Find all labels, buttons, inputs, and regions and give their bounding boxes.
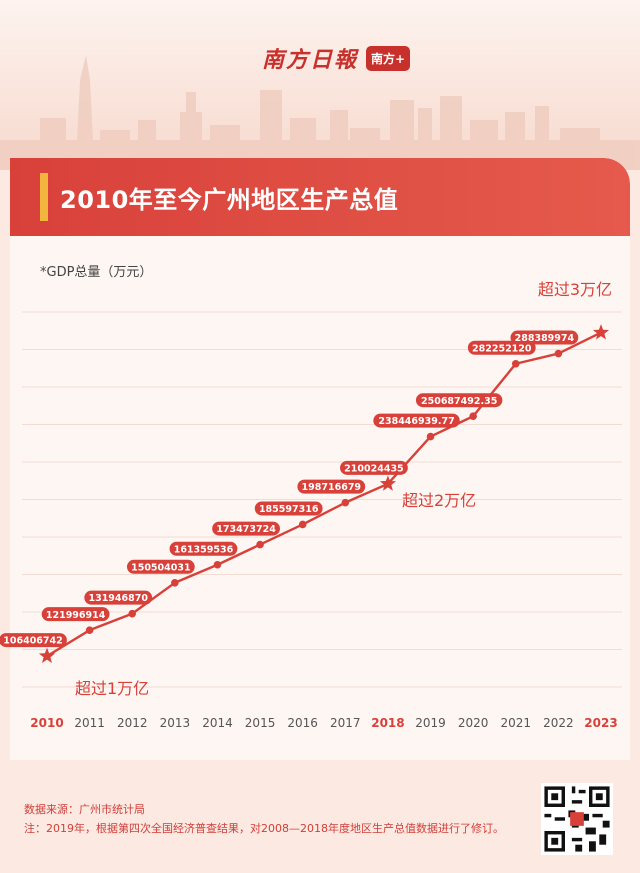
data-label: 150504031 xyxy=(126,559,195,574)
svg-text:173473724: 173473724 xyxy=(216,524,276,535)
svg-text:250687492.35: 250687492.35 xyxy=(421,396,497,407)
data-label: 238446939.77 xyxy=(373,413,460,428)
data-point xyxy=(128,609,137,618)
svg-text:150504031: 150504031 xyxy=(131,562,191,573)
x-tick-label: 2012 xyxy=(117,716,148,730)
data-point xyxy=(213,560,222,569)
data-point xyxy=(511,359,520,368)
svg-text:121996914: 121996914 xyxy=(46,610,106,621)
x-tick-label: 2023 xyxy=(584,716,617,730)
data-point xyxy=(256,540,264,549)
data-point xyxy=(85,626,94,634)
svg-text:106406742: 106406742 xyxy=(3,636,63,647)
svg-text:238446939.77: 238446939.77 xyxy=(378,416,454,427)
data-point xyxy=(171,578,179,587)
data-label: 121996914 xyxy=(41,607,110,622)
y-axis-label: *GDP总量（万元） xyxy=(40,265,152,280)
milestone-annotation: 超过2万亿 xyxy=(402,491,476,510)
x-tick-label: 2017 xyxy=(330,716,361,730)
data-point xyxy=(341,498,350,507)
svg-text:131946870: 131946870 xyxy=(88,593,148,604)
x-tick-label: 2022 xyxy=(543,716,574,730)
page-title: 2010年至今广州地区生产总值 xyxy=(60,186,399,214)
data-label: 131946870 xyxy=(84,590,153,605)
milestone-annotation: 超过3万亿 xyxy=(538,280,612,299)
annotations: 超过1万亿 超过2万亿 超过3万亿 xyxy=(75,280,612,698)
milestone-annotation: 超过1万亿 xyxy=(75,679,149,698)
svg-text:210024435: 210024435 xyxy=(344,463,404,474)
data-labels: 106406742 121996914 131946870 150504031 1613… xyxy=(0,330,579,648)
data-label: 185597316 xyxy=(254,501,323,516)
chart-card: 2010年至今广州地区生产总值 xyxy=(10,158,630,760)
x-tick-label: 2020 xyxy=(458,716,489,730)
x-tick-label: 2014 xyxy=(202,716,233,730)
x-tick-label: 2018 xyxy=(371,716,404,730)
brand-logo: 南方日報 南方+ xyxy=(262,42,411,74)
qr-code-icon[interactable] xyxy=(541,783,613,855)
x-tick-label: 2013 xyxy=(160,716,191,730)
x-tick-label: 2019 xyxy=(415,716,446,730)
milestone-star-icon xyxy=(38,647,56,663)
title-accent xyxy=(40,173,48,221)
data-point xyxy=(298,520,307,529)
data-point xyxy=(554,349,563,358)
data-point xyxy=(426,432,435,441)
data-label: 106406742 xyxy=(0,633,67,648)
svg-text:198716679: 198716679 xyxy=(302,482,362,493)
city-skyline xyxy=(0,55,640,170)
x-tick-label: 2010 xyxy=(30,716,63,730)
x-tick-label: 2021 xyxy=(500,716,531,730)
milestone-star-icon xyxy=(379,475,397,491)
series-line xyxy=(46,331,602,658)
x-tick-label: 2016 xyxy=(287,716,318,730)
data-label: 198716679 xyxy=(297,479,366,494)
newspaper-logo-text: 南方日報 xyxy=(262,47,359,73)
data-source: 数据来源：广州市统计局 xyxy=(24,803,145,816)
title-band xyxy=(10,158,630,236)
milestone-star-icon xyxy=(592,324,610,340)
data-label: 288389974 xyxy=(510,330,579,345)
chart-line xyxy=(38,324,610,663)
svg-text:185597316: 185597316 xyxy=(259,504,319,515)
data-label: 250687492.35 xyxy=(415,393,503,408)
x-tick-label: 2011 xyxy=(74,716,105,730)
svg-text:288389974: 288389974 xyxy=(515,333,575,344)
chart-grid xyxy=(22,311,622,688)
data-label: 173473724 xyxy=(212,521,280,536)
x-tick-label: 2015 xyxy=(245,716,276,730)
svg-text:282252120: 282252120 xyxy=(472,343,532,354)
data-point xyxy=(469,412,477,421)
svg-text:161359536: 161359536 xyxy=(174,544,234,555)
x-axis-ticks: 2010 2011 2012 2013 2014 2015 2016 2017 2018 2019… xyxy=(30,716,617,730)
data-label: 210024435 xyxy=(340,460,408,475)
data-label: 161359536 xyxy=(169,541,238,556)
footnote: 注：2019年，根据第四次全国经济普查结果，对2008—2018年度地区生产总值… xyxy=(24,822,504,835)
app-badge: 南方+ xyxy=(366,45,411,71)
